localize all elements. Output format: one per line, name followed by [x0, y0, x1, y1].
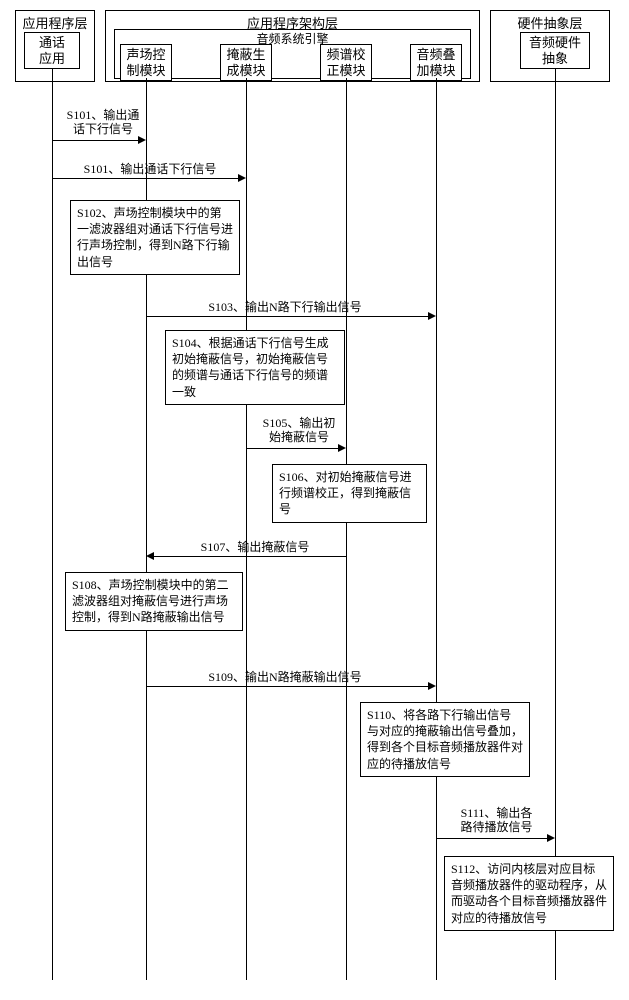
note-s106-text: S106、对初始掩蔽信号进行频谱校正，得到掩蔽信号: [279, 470, 412, 516]
note-s110: S110、将各路下行输出信号与对应的掩蔽输出信号叠加，得到各个目标音频播放器件对…: [360, 702, 530, 777]
participant-field-label: 声场控制模块: [126, 47, 165, 78]
note-s110-text: S110、将各路下行输出信号与对应的掩蔽输出信号叠加，得到各个目标音频播放器件对…: [367, 708, 523, 771]
note-s108: S108、声场控制模块中的第二滤波器组对掩蔽信号进行声场控制，得到N路掩蔽输出信…: [65, 572, 243, 631]
sequence-diagram: 应用程序层 应用程序架构层 音频系统引擎 硬件抽象层 通话应用 声场控制模块 掩…: [10, 10, 619, 990]
msg-s101a-label: S101、输出通话下行信号: [58, 108, 148, 137]
msg-s107-line: [154, 556, 346, 557]
lifeline-spec: [346, 78, 347, 980]
msg-s109-head: [428, 682, 436, 690]
msg-s101a-line: [52, 140, 138, 141]
note-s104: S104、根据通话下行信号生成初始掩蔽信号，初始掩蔽信号的频谱与通话下行信号的频…: [165, 330, 345, 405]
msg-s101a-head: [138, 136, 146, 144]
layer-app-title: 应用程序层: [16, 11, 94, 34]
msg-s103-line: [146, 316, 428, 317]
participant-call-label: 通话应用: [39, 35, 65, 66]
participant-hw-label: 音频硬件抽象: [529, 35, 581, 66]
msg-s107-label: S107、输出掩蔽信号: [170, 540, 340, 554]
msg-s103-label: S103、输出N路下行输出信号: [170, 300, 400, 314]
msg-s111-line: [436, 838, 547, 839]
lifeline-call: [52, 68, 53, 980]
participant-field: 声场控制模块: [120, 44, 172, 81]
msg-s109-label: S109、输出N路掩蔽输出信号: [170, 670, 400, 684]
participant-overlay: 音频叠加模块: [410, 44, 462, 81]
lifeline-mask: [246, 78, 247, 980]
msg-s105-head: [338, 444, 346, 452]
participant-hw: 音频硬件抽象: [520, 32, 590, 69]
participant-spec-label: 频谱校正模块: [326, 47, 365, 78]
msg-s105-label: S105、输出初始掩蔽信号: [254, 416, 344, 445]
msg-s101b-label: S101、输出通话下行信号: [60, 162, 240, 176]
layer-hal-title: 硬件抽象层: [491, 11, 609, 34]
msg-s103-head: [428, 312, 436, 320]
lifeline-hw: [555, 68, 556, 980]
msg-s101b-head: [238, 174, 246, 182]
msg-s109-line: [146, 686, 428, 687]
note-s108-text: S108、声场控制模块中的第二滤波器组对掩蔽信号进行声场控制，得到N路掩蔽输出信…: [72, 578, 229, 624]
note-s102: S102、声场控制模块中的第一滤波器组对通话下行信号进行声场控制，得到N路下行输…: [70, 200, 240, 275]
note-s104-text: S104、根据通话下行信号生成初始掩蔽信号，初始掩蔽信号的频谱与通话下行信号的频…: [172, 336, 329, 399]
participant-call: 通话应用: [24, 32, 80, 69]
msg-s111-head: [547, 834, 555, 842]
lifeline-overlay: [436, 78, 437, 980]
msg-s111-label: S111、输出各路待播放信号: [444, 806, 549, 835]
participant-overlay-label: 音频叠加模块: [416, 47, 455, 78]
note-s112-text: S112、访问内核层对应目标音频播放器件的驱动程序，从而驱动各个目标音频播放器件…: [451, 862, 607, 925]
msg-s107-head: [146, 552, 154, 560]
note-s102-text: S102、声场控制模块中的第一滤波器组对通话下行信号进行声场控制，得到N路下行输…: [77, 206, 233, 269]
participant-mask-label: 掩蔽生成模块: [226, 47, 265, 78]
participant-spec: 频谱校正模块: [320, 44, 372, 81]
participant-mask: 掩蔽生成模块: [220, 44, 272, 81]
msg-s101b-line: [52, 178, 238, 179]
note-s112: S112、访问内核层对应目标音频播放器件的驱动程序，从而驱动各个目标音频播放器件…: [444, 856, 614, 931]
note-s106: S106、对初始掩蔽信号进行频谱校正，得到掩蔽信号: [272, 464, 427, 523]
msg-s105-line: [246, 448, 338, 449]
